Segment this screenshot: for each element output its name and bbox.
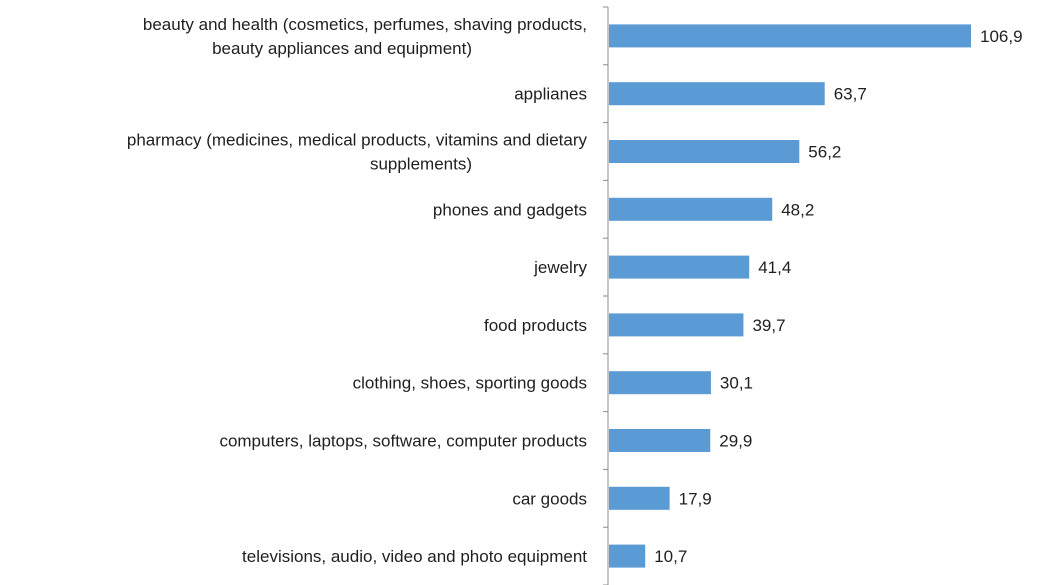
category-label-line: jewelry [533,258,587,277]
bar [609,255,750,279]
bar [609,371,711,395]
category-label-line: car goods [512,489,587,508]
category-label-line: televisions, audio, video and photo equi… [242,547,587,566]
bar [609,197,773,221]
value-label: 39,7 [752,316,785,335]
value-label: 41,4 [758,258,791,277]
category-label: applianes [514,85,587,104]
category-label-line: beauty and health (cosmetics, perfumes, … [143,15,587,34]
category-label: clothing, shoes, sporting goods [353,374,587,393]
bar [609,486,670,510]
category-label: televisions, audio, video and photo equi… [242,547,587,566]
category-label-line: clothing, shoes, sporting goods [353,374,587,393]
category-label-line: computers, laptops, software, computer p… [219,432,587,451]
bar [609,544,646,568]
bar [609,313,744,337]
bar [609,429,711,452]
category-label: jewelry [533,258,587,277]
value-label: 56,2 [808,143,841,162]
value-labels: 106,9 63,7 56,2 48,2 41,4 39,7 30,1 29,9 17,9 10,… [654,27,1022,566]
category-label-line: phones and gadgets [433,200,587,219]
bars [609,24,971,568]
category-label-line: food products [484,316,587,335]
value-label: 29,9 [719,432,752,451]
category-labels: beauty and health (cosmetics, perfumes, … [127,15,588,566]
bar [609,24,971,48]
category-label-line: supplements) [370,155,472,174]
bar [609,82,825,106]
value-label: 30,1 [720,374,753,393]
value-label: 106,9 [980,27,1023,46]
y-axis [603,6,609,585]
category-label: pharmacy (medicines, medical products, v… [127,131,588,174]
value-label: 48,2 [781,200,814,219]
bar [609,140,800,163]
category-label-line: beauty appliances and equipment) [212,39,472,58]
category-label: car goods [512,489,587,508]
category-label: food products [484,316,587,335]
category-label: phones and gadgets [433,200,587,219]
category-label: beauty and health (cosmetics, perfumes, … [143,15,587,58]
value-label: 63,7 [834,85,867,104]
category-label-line: applianes [514,85,587,104]
value-label: 17,9 [679,489,712,508]
category-label-line: pharmacy (medicines, medical products, v… [127,131,588,150]
category-label: computers, laptops, software, computer p… [219,432,587,451]
value-label: 10,7 [654,547,687,566]
